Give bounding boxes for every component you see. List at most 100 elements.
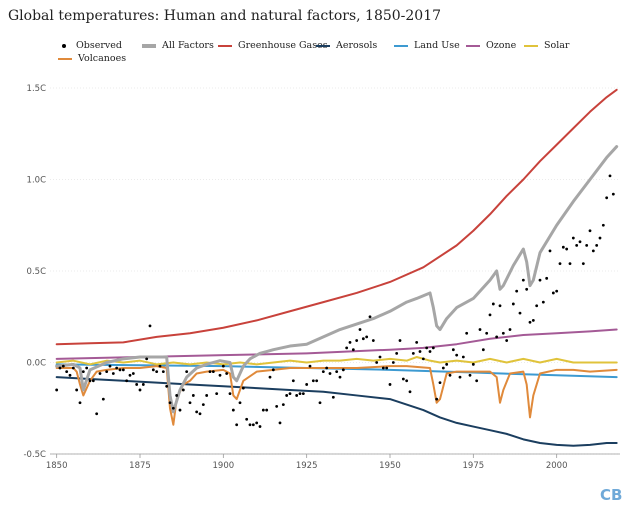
- observed-point: [545, 276, 549, 280]
- observed-point: [151, 368, 155, 372]
- legend-item-all-factors[interactable]: All Factors: [142, 40, 214, 51]
- observed-point: [88, 379, 92, 383]
- observed-point: [235, 423, 239, 427]
- legend-swatch-land-use: [394, 44, 408, 47]
- x-tick-label: 1900: [213, 461, 235, 471]
- observed-point: [128, 373, 132, 377]
- legend-swatch-solar: [524, 44, 538, 47]
- observed-point: [58, 366, 62, 370]
- observed-point: [541, 300, 545, 304]
- chart-title: Global temperatures: Human and natural f…: [8, 8, 442, 24]
- observed-point: [428, 350, 432, 353]
- observed-point: [98, 372, 102, 375]
- observed-point: [358, 328, 362, 331]
- observed-point: [255, 421, 259, 425]
- observed-point: [568, 262, 572, 266]
- observed-point: [281, 403, 285, 406]
- y-tick-label: 0.0C: [27, 359, 47, 369]
- legend-item-greenhouse-gases[interactable]: Greenhouse Gases: [218, 40, 328, 51]
- observed-point: [261, 408, 265, 412]
- observed-point: [398, 339, 402, 342]
- legend-label-volcanoes: Volcanoes: [78, 53, 127, 64]
- observed-point: [401, 377, 405, 381]
- observed-point: [421, 357, 425, 361]
- observed-point: [75, 388, 79, 392]
- observed-point: [575, 243, 579, 247]
- x-tick-label: 2000: [546, 461, 568, 471]
- observed-point: [605, 196, 609, 200]
- observed-point: [405, 379, 409, 383]
- observed-point: [418, 350, 422, 353]
- observed-point: [181, 388, 185, 392]
- observed-point: [591, 249, 595, 253]
- legend-item-observed[interactable]: Observed: [58, 40, 122, 51]
- observed-point: [455, 353, 459, 357]
- observed-point: [438, 381, 442, 385]
- observed-point: [561, 245, 565, 249]
- observed-point: [491, 302, 495, 306]
- y-tick-label: 0.5C: [27, 267, 47, 277]
- observed-point: [165, 384, 169, 388]
- observed-point: [111, 372, 115, 375]
- observed-point: [608, 174, 612, 178]
- legend-item-solar[interactable]: Solar: [524, 40, 569, 51]
- observed-point: [595, 243, 599, 247]
- observed-point: [278, 421, 282, 425]
- legend-swatch-greenhouse-gases: [218, 44, 232, 47]
- observed-point: [135, 383, 139, 386]
- legend-swatch-aerosols: [316, 44, 330, 47]
- y-tick-label: -0.5C: [23, 450, 46, 460]
- observed-point: [488, 313, 492, 317]
- x-tick-label: 1950: [379, 461, 401, 471]
- observed-point: [528, 320, 532, 324]
- legend-item-land-use[interactable]: Land Use: [394, 40, 460, 51]
- observed-point: [498, 304, 502, 308]
- observed-point: [585, 243, 589, 247]
- observed-point: [81, 370, 85, 374]
- legend-item-volcanoes[interactable]: Volcanoes: [58, 53, 126, 64]
- observed-point: [445, 362, 449, 366]
- observed-point: [265, 408, 269, 412]
- observed-point: [55, 388, 59, 392]
- observed-point: [465, 331, 469, 335]
- observed-point: [611, 192, 615, 196]
- observed-point: [348, 340, 352, 344]
- observed-point: [381, 366, 385, 370]
- observed-point: [331, 395, 335, 399]
- observed-point: [435, 397, 439, 401]
- observed-point: [108, 364, 112, 368]
- observed-point: [341, 368, 345, 372]
- legend-item-ozone[interactable]: Ozone: [466, 40, 516, 51]
- observed-point: [505, 339, 509, 342]
- observed-point: [85, 366, 89, 370]
- observed-point: [518, 311, 522, 315]
- observed-point: [115, 366, 119, 370]
- observed-point: [275, 405, 279, 408]
- observed-point: [555, 289, 559, 293]
- observed-point: [501, 331, 505, 335]
- y-tick-label: 1.0C: [27, 176, 47, 186]
- observed-point: [598, 236, 602, 240]
- observed-point: [601, 223, 605, 227]
- observed-point: [478, 328, 482, 331]
- observed-point: [71, 366, 75, 370]
- observed-point: [208, 370, 212, 374]
- observed-point: [335, 370, 339, 374]
- observed-point: [375, 361, 379, 364]
- observed-point: [65, 370, 69, 374]
- observed-point: [468, 373, 472, 377]
- observed-point: [195, 410, 199, 414]
- observed-point: [185, 370, 189, 374]
- observed-point: [141, 383, 145, 386]
- observed-point: [485, 331, 489, 335]
- observed-point: [441, 366, 445, 370]
- observed-point: [578, 240, 582, 244]
- observed-point: [231, 408, 235, 412]
- observed-point: [201, 403, 205, 406]
- observed-point: [295, 394, 299, 397]
- observed-point: [238, 401, 242, 405]
- legend-label-greenhouse-gases: Greenhouse Gases: [238, 40, 328, 51]
- legend-item-aerosols[interactable]: Aerosols: [316, 40, 377, 51]
- observed-point: [588, 229, 592, 233]
- observed-point: [461, 355, 465, 359]
